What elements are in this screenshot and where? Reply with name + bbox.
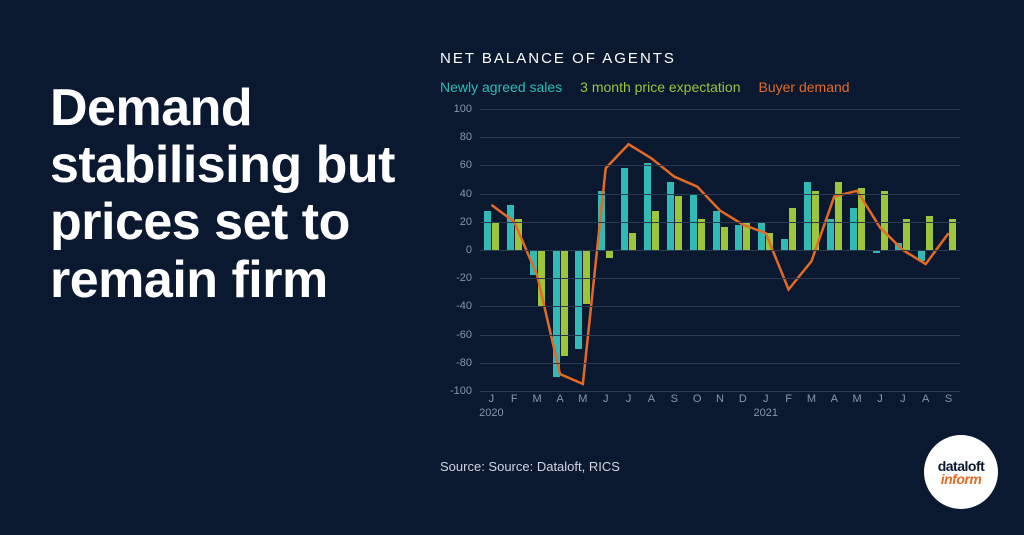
legend-item: Buyer demand <box>759 79 850 95</box>
y-tick-label: -40 <box>456 300 472 312</box>
headline: Demand stabilising but prices set to rem… <box>50 80 410 309</box>
x-tick-label: A <box>922 393 929 405</box>
gridline <box>480 335 960 336</box>
x-tick-label: M <box>578 393 587 405</box>
y-tick-label: 0 <box>466 244 472 256</box>
x-tick-label: J <box>626 393 632 405</box>
x-tick-label: D <box>739 393 747 405</box>
x-tick-label: F <box>785 393 792 405</box>
x-tick-label: A <box>831 393 838 405</box>
y-tick-label: 80 <box>460 131 472 143</box>
x-tick-label: S <box>945 393 952 405</box>
gridline <box>480 363 960 364</box>
x-tick-label: J <box>763 393 769 405</box>
gridline <box>480 165 960 166</box>
chart-legend: Newly agreed sales 3 month price expectat… <box>440 79 984 95</box>
x-tick-label: M <box>533 393 542 405</box>
gridline <box>480 222 960 223</box>
page-container: Demand stabilising but prices set to rem… <box>0 0 1024 535</box>
legend-item: Newly agreed sales <box>440 79 562 95</box>
y-tick-label: -20 <box>456 272 472 284</box>
x-axis: J F M A M J J A S O N D J F M A M J J A S 2020 2021 <box>480 391 960 419</box>
x-tick-label: J <box>489 393 495 405</box>
y-tick-label: -60 <box>456 329 472 341</box>
chart-panel: NET BALANCE OF AGENTS Newly agreed sales… <box>410 50 984 485</box>
y-tick-label: 20 <box>460 216 472 228</box>
gridline <box>480 137 960 138</box>
chart-title: NET BALANCE OF AGENTS <box>440 50 984 67</box>
x-tick-label: O <box>693 393 702 405</box>
y-tick-label: 40 <box>460 188 472 200</box>
x-tick-label: A <box>556 393 563 405</box>
y-axis: 100806040200-20-40-60-80-100 <box>440 109 476 391</box>
x-tick-label: S <box>671 393 678 405</box>
x-tick-label: J <box>877 393 883 405</box>
x-year-label: 2020 <box>479 407 503 419</box>
x-tick-label: J <box>900 393 906 405</box>
plot-area <box>480 109 960 391</box>
x-tick-label: F <box>511 393 518 405</box>
gridline <box>480 306 960 307</box>
chart-area: 100806040200-20-40-60-80-100 JFMAMJJASON… <box>440 109 960 419</box>
line-series <box>491 144 948 384</box>
x-year-label: 2021 <box>753 407 777 419</box>
logo-badge: dataloft inform <box>924 435 998 509</box>
headline-panel: Demand stabilising but prices set to rem… <box>50 50 410 485</box>
x-tick-label: A <box>648 393 655 405</box>
source-text: Source: Source: Dataloft, RICS <box>440 459 984 474</box>
legend-item: 3 month price expectation <box>580 79 740 95</box>
x-tick-label: N <box>716 393 724 405</box>
gridline <box>480 278 960 279</box>
y-tick-label: 60 <box>460 159 472 171</box>
y-tick-label: -80 <box>456 357 472 369</box>
gridline <box>480 250 960 251</box>
y-tick-label: -100 <box>450 385 472 397</box>
x-tick-label: M <box>853 393 862 405</box>
x-tick-label: J <box>603 393 609 405</box>
x-tick-label: M <box>807 393 816 405</box>
y-tick-label: 100 <box>454 103 472 115</box>
gridline <box>480 109 960 110</box>
gridline <box>480 194 960 195</box>
logo-bottom-text: inform <box>941 472 982 486</box>
